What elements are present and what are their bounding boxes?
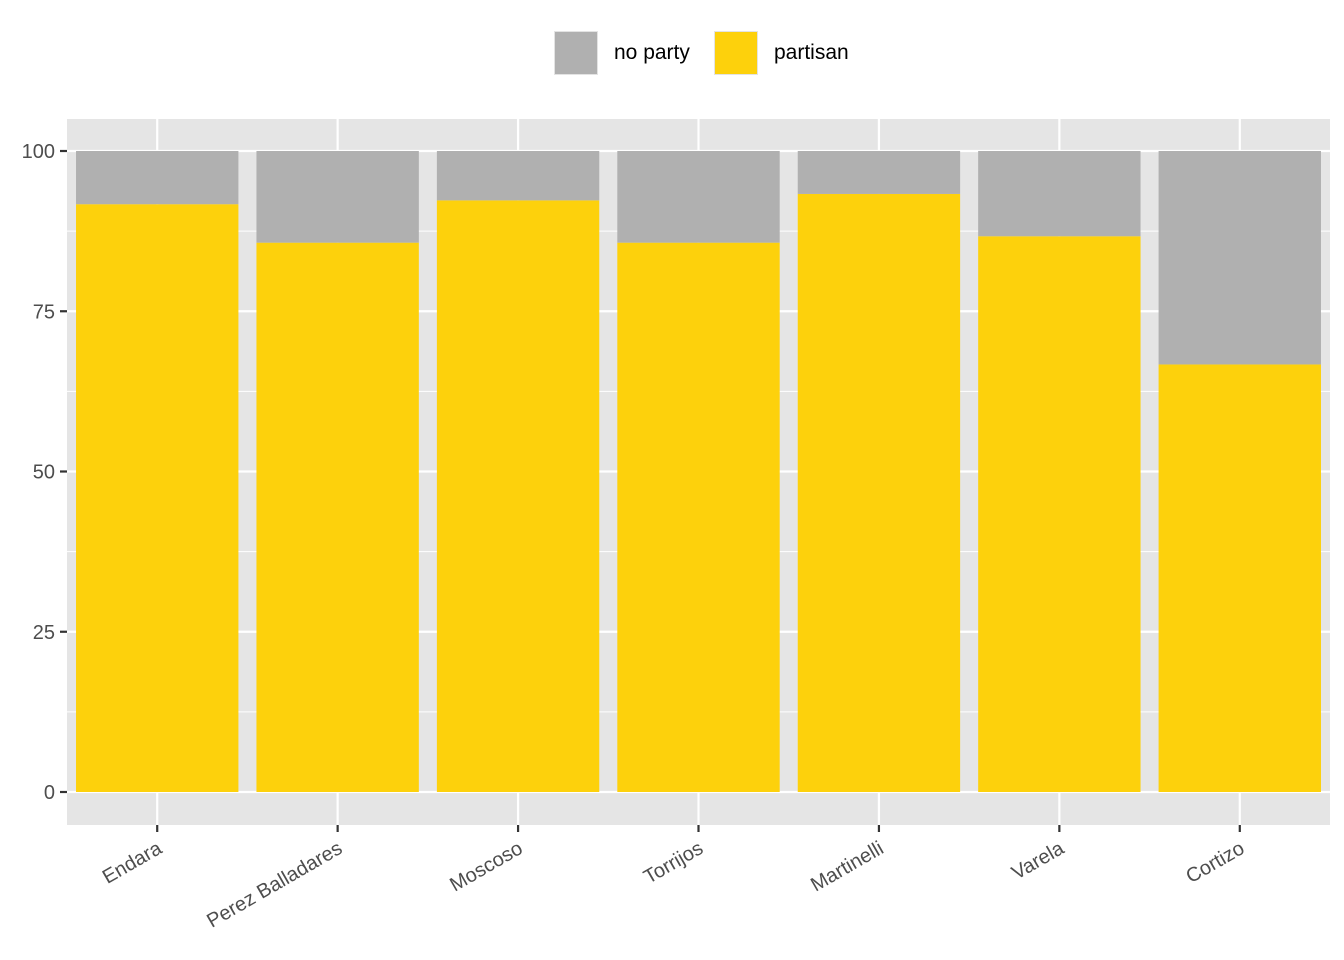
- bar-no-party-endara: [76, 151, 239, 205]
- bar-partisan-varela: [978, 236, 1141, 793]
- legend-label-no-party: no party: [614, 41, 690, 64]
- bar-no-party-perez-balladares: [256, 151, 419, 243]
- bar-partisan-endara: [76, 204, 239, 792]
- y-tick-label: 25: [33, 622, 55, 644]
- bar-no-party-moscoso: [436, 151, 600, 201]
- legend-item-no-party: no party: [554, 30, 690, 76]
- legend-item-partisan: partisan: [714, 30, 849, 76]
- y-tick-label: 0: [44, 782, 55, 804]
- x-tick-label: Perez Balladares: [203, 837, 346, 932]
- bar-partisan-martinelli: [797, 193, 961, 792]
- y-tick-label: 75: [33, 301, 55, 323]
- y-tick-label: 50: [33, 462, 55, 484]
- bar-no-party-cortizo: [1158, 151, 1321, 365]
- x-tick-label: Varela: [1008, 837, 1069, 885]
- x-tick-label: Torrijos: [640, 837, 707, 888]
- y-tick-label: 100: [22, 141, 55, 163]
- x-tick-label: Cortizo: [1182, 837, 1248, 888]
- bar-partisan-moscoso: [436, 200, 600, 792]
- legend-label-partisan: partisan: [774, 41, 849, 64]
- bar-no-party-martinelli: [797, 151, 961, 194]
- bar-partisan-cortizo: [1158, 364, 1321, 792]
- bar-no-party-varela: [978, 151, 1141, 237]
- legend-key-partisan: [714, 31, 758, 75]
- bar-partisan-perez-balladares: [256, 242, 419, 793]
- x-tick-label: Endara: [99, 837, 167, 889]
- bar-partisan-torrijos: [617, 242, 780, 793]
- legend-key-no-party: [554, 31, 598, 75]
- legend: no party partisan: [0, 30, 1344, 76]
- x-tick-label: Martinelli: [807, 837, 887, 896]
- bar-no-party-torrijos: [617, 151, 780, 243]
- x-tick-label: Moscoso: [446, 837, 526, 896]
